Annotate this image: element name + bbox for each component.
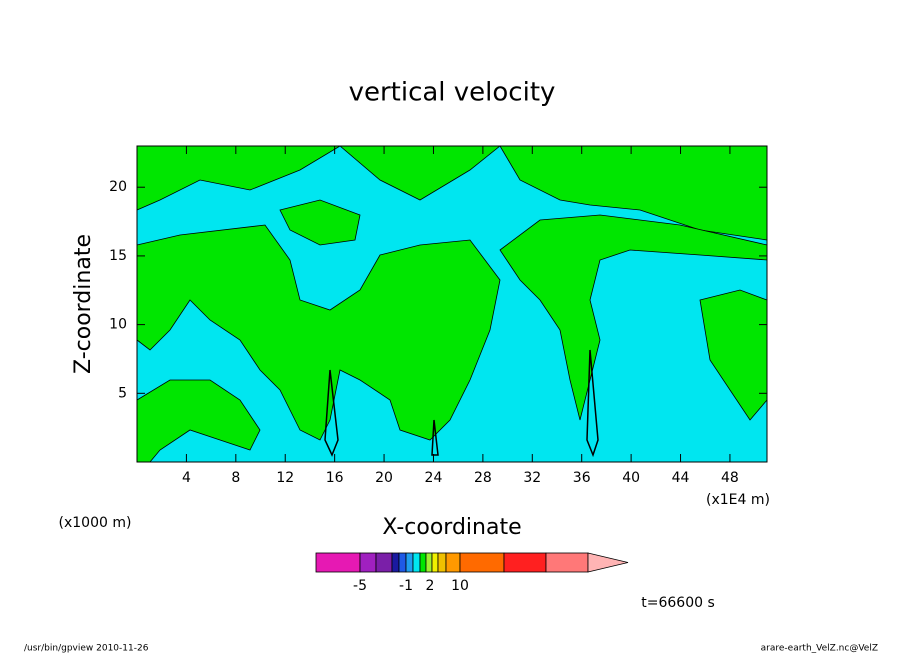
x-unit-right: (x1E4 m) (706, 492, 770, 508)
field-region (136, 224, 501, 441)
x-tick-label: 32 (523, 470, 541, 486)
colorbar-segment (405, 552, 414, 573)
colorbar-arrow (587, 552, 629, 573)
colorbar-segment (459, 552, 505, 573)
colorbar-segment (425, 552, 433, 573)
x-tick-label: 16 (326, 470, 344, 486)
x-axis-label: X-coordinate (382, 515, 521, 540)
colorbar-segment (315, 552, 361, 573)
plot-frame (136, 145, 768, 463)
field-region (279, 199, 361, 246)
x-tick-label: 44 (672, 470, 690, 486)
x-unit-left: (x1000 m) (59, 515, 132, 531)
colorbar-segment (398, 552, 407, 573)
colorbar-segment (445, 552, 461, 573)
y-tick-label: 10 (109, 317, 127, 333)
x-tick-label: 48 (721, 470, 739, 486)
y-tick-label: 20 (109, 179, 127, 195)
footer-left: /usr/bin/gpview 2010-11-26 (24, 644, 149, 654)
colorbar-segment (412, 552, 421, 573)
contour-field (136, 145, 768, 463)
field-region (499, 214, 768, 421)
y-tick-label: 15 (109, 248, 127, 264)
colorbar-segment (437, 552, 447, 573)
colorbar-segment (545, 552, 589, 573)
colorbar-tick-label: 2 (426, 578, 435, 594)
colorbar-segment (359, 552, 377, 573)
field-contour (324, 349, 599, 458)
colorbar-tick-label: 10 (451, 578, 469, 594)
y-tick-label: 5 (118, 385, 127, 401)
time-label: t=66600 s (641, 595, 715, 611)
colorbar-segment (419, 552, 427, 573)
field-region (699, 289, 768, 421)
x-tick-label: 28 (474, 470, 492, 486)
x-tick-label: 8 (231, 470, 240, 486)
x-tick-label: 12 (276, 470, 294, 486)
chart-title: vertical velocity (349, 78, 556, 108)
y-axis-label: Z-coordinate (71, 234, 96, 374)
x-tick-label: 20 (375, 470, 393, 486)
x-tick-label: 4 (182, 470, 191, 486)
x-tick-label: 24 (425, 470, 443, 486)
colorbar-segment (375, 552, 393, 573)
colorbar-segment (503, 552, 547, 573)
colorbar-segment (391, 552, 400, 573)
footer-right: arare-earth_VelZ.nc@VelZ (761, 644, 878, 654)
colorbar-segment (431, 552, 439, 573)
x-tick-label: 36 (573, 470, 591, 486)
colorbar-tick-label: -5 (353, 578, 367, 594)
x-tick-label: 40 (622, 470, 640, 486)
colorbar-tick-label: -1 (399, 578, 413, 594)
